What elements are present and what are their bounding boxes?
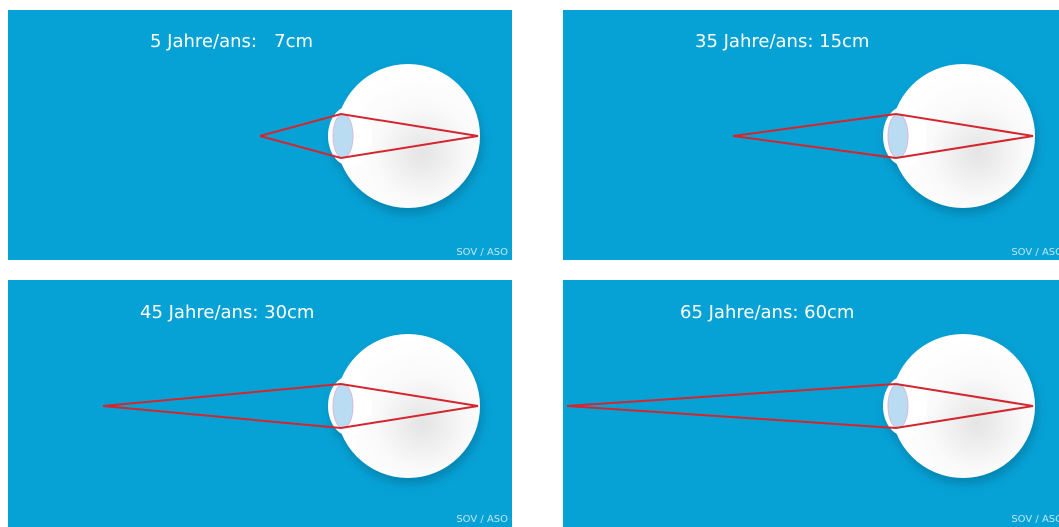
credit: SOV / ASO (456, 514, 508, 525)
panel-label: 5 Jahre/ans: 7cm (150, 31, 313, 52)
panel-label: 45 Jahre/ans: 30cm (140, 302, 314, 323)
panel: 5 Jahre/ans: 7cm SOV / ASO (8, 10, 512, 260)
panel-label: 65 Jahre/ans: 60cm (680, 302, 854, 323)
panel: 65 Jahre/ans: 60cm SOV / ASO (563, 280, 1059, 527)
light-ray (566, 382, 1034, 430)
panel: 35 Jahre/ans: 15cm SOV / ASO (563, 10, 1059, 260)
credit: SOV / ASO (456, 247, 508, 258)
eyeball (336, 334, 480, 478)
eyeball (336, 64, 480, 208)
lens (332, 383, 354, 429)
lens (887, 113, 909, 159)
panel-label: 35 Jahre/ans: 15cm (695, 31, 869, 52)
lens (887, 383, 909, 429)
eyeball (891, 64, 1035, 208)
light-ray (259, 112, 479, 160)
lens (332, 113, 354, 159)
light-ray (102, 382, 479, 430)
light-ray (732, 112, 1034, 160)
panel: 45 Jahre/ans: 30cm SOV / ASO (8, 280, 512, 527)
eyeball (891, 334, 1035, 478)
credit: SOV / ASO (1011, 514, 1059, 525)
credit: SOV / ASO (1011, 247, 1059, 258)
